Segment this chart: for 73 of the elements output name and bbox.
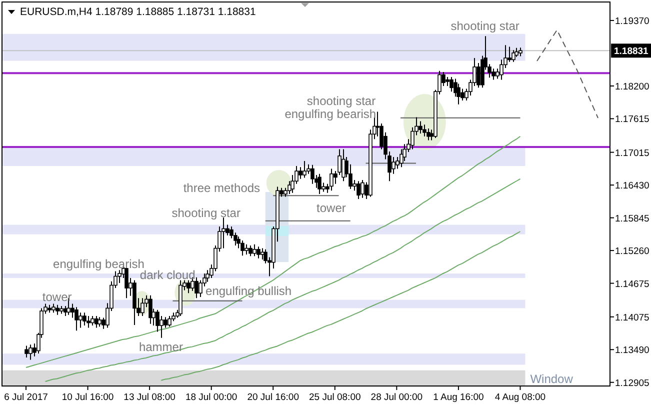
candlestick — [252, 244, 256, 257]
candlestick — [164, 316, 168, 328]
candlestick — [78, 312, 82, 328]
candlestick — [148, 294, 152, 324]
candlestick — [140, 298, 144, 317]
y-tick-label: 1.13490 — [615, 345, 650, 356]
annotation: three methods — [183, 181, 260, 195]
candlestick — [450, 76, 454, 92]
candlestick — [118, 270, 122, 284]
candlestick — [74, 306, 78, 332]
candlestick — [298, 166, 302, 180]
y-tick-label: 1.16430 — [615, 180, 650, 192]
candlestick — [310, 164, 314, 184]
candlestick — [194, 276, 198, 299]
y-tick-label: 1.18200 — [615, 81, 650, 92]
candlestick — [318, 173, 322, 194]
annotation: engulfing bullish — [206, 284, 292, 298]
x-tick-label: 25 Jul 08:00 — [309, 392, 361, 403]
ref-line-label: 1.18831 — [614, 46, 650, 58]
candlestick — [418, 120, 422, 134]
candlestick — [256, 246, 260, 259]
annotation: hammer — [138, 340, 183, 354]
band-label: Window — [530, 372, 574, 386]
x-tick-label: 20 Jul 16:00 — [247, 392, 299, 403]
candlestick — [56, 304, 60, 316]
candlestick — [222, 217, 226, 249]
candlestick — [248, 245, 252, 257]
candlestick — [512, 50, 516, 62]
x-tick-label: 1 Aug 16:00 — [433, 392, 484, 403]
candlestick — [356, 180, 360, 200]
candlestick — [360, 180, 364, 198]
candlestick — [186, 280, 190, 294]
line-series — [26, 136, 521, 368]
candlestick — [168, 316, 172, 328]
candlestick — [392, 156, 396, 174]
y-tick-label: 1.15260 — [615, 246, 650, 258]
annotation: tower — [42, 290, 72, 304]
y-tick-label: 1.17615 — [615, 114, 650, 126]
y-tick-label: 1.12905 — [615, 378, 650, 389]
candlestick — [330, 168, 334, 192]
x-tick-label: 10 Jul 16:00 — [62, 392, 114, 403]
x-tick-label: 4 Aug 08:00 — [494, 392, 546, 403]
y-tick-label: 1.17015 — [615, 148, 650, 159]
x-tick-label: 6 Jul 2017 — [4, 392, 48, 403]
candlestick — [302, 160, 306, 178]
x-tick-label: 28 Jul 00:00 — [370, 392, 423, 403]
candlestick — [28, 344, 32, 360]
y-tick-label: 1.15845 — [615, 213, 650, 224]
annotation: engulfing bearish — [284, 107, 376, 121]
candlestick — [86, 316, 90, 328]
annotation: tower — [316, 201, 346, 215]
candlestick — [244, 244, 248, 255]
line-series — [44, 178, 521, 382]
candlestick — [240, 240, 244, 256]
candlestick — [508, 46, 512, 62]
candlestick — [24, 345, 28, 358]
y-tick-label: 1.14675 — [615, 278, 650, 290]
y-tick-label: 1.19370 — [615, 16, 650, 27]
candlestick — [160, 316, 164, 338]
annotation: shooting star — [450, 19, 520, 33]
candlestick — [492, 68, 496, 80]
annotation: engulfing bearish — [53, 257, 144, 271]
candlestick — [82, 312, 86, 326]
chart-title: EURUSD.m,H4 1.18789 1.18885 1.18731 1.18831 — [20, 6, 256, 18]
y-tick-label: 1.14075 — [615, 312, 650, 324]
x-tick-label: 18 Jul 00:00 — [185, 392, 238, 403]
candlestick — [98, 316, 102, 328]
annotation: shooting star — [172, 206, 240, 220]
annotation: shooting star — [306, 94, 376, 108]
x-tick-label: 13 Jul 08:00 — [124, 392, 176, 403]
candlestick — [422, 124, 426, 137]
candlestick — [90, 316, 94, 326]
annotation: dark cloud — [140, 268, 196, 282]
